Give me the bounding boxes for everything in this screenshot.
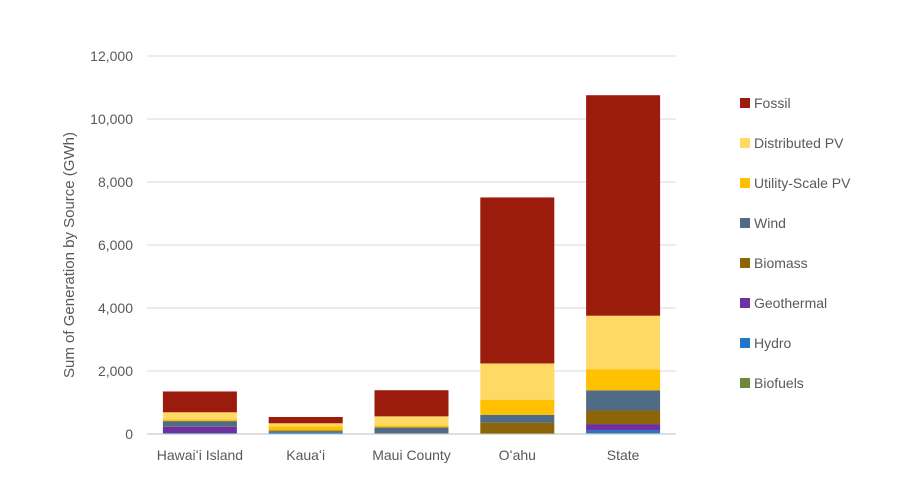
- legend-swatch-geothermal: [740, 298, 750, 308]
- legend-label-distributed-pv: Distributed PV: [754, 135, 844, 151]
- bar-segment-utility-scale-pv-hawai-i-island: [162, 419, 237, 422]
- y-tick-label: 0: [125, 426, 133, 442]
- bar-segment-utility-scale-pv-o-ahu: [480, 399, 555, 415]
- bar-segment-geothermal-state: [586, 424, 661, 431]
- bar-segment-fossil-state: [586, 95, 661, 316]
- y-tick-label: 10,000: [90, 111, 133, 127]
- bar-segment-distributed-pv-o-ahu: [480, 363, 555, 400]
- legend-swatch-wind: [740, 218, 750, 228]
- x-tick-label: Hawaiʻi Island: [157, 447, 243, 463]
- y-axis-title: Sum of Generation by Source (GWh): [61, 132, 78, 378]
- x-tick-label: Kauaʻi: [286, 447, 325, 463]
- bar-segment-utility-scale-pv-maui-county: [374, 425, 449, 428]
- bar-segment-geothermal-hawai-i-island: [162, 426, 237, 434]
- y-tick-label: 2,000: [98, 363, 133, 379]
- bar-segment-distributed-pv-state: [586, 315, 661, 370]
- legend-label-hydro: Hydro: [754, 335, 792, 351]
- legend-label-biofuels: Biofuels: [754, 375, 804, 391]
- bar-segment-hydro-state: [586, 430, 661, 434]
- x-tick-label: Maui County: [372, 447, 451, 463]
- bar-segment-fossil-kaua-i: [268, 416, 343, 424]
- bars: [162, 95, 661, 434]
- y-tick-label: 4,000: [98, 300, 133, 316]
- bar-segment-distributed-pv-maui-county: [374, 416, 449, 426]
- bar-segment-fossil-maui-county: [374, 390, 449, 417]
- legend-label-biomass: Biomass: [754, 255, 808, 271]
- legend-swatch-hydro: [740, 338, 750, 348]
- bar-segment-fossil-o-ahu: [480, 197, 555, 364]
- legend-swatch-biomass: [740, 258, 750, 268]
- legend-label-geothermal: Geothermal: [754, 295, 827, 311]
- legend-label-utility-scale-pv: Utility-Scale PV: [754, 175, 851, 191]
- legend: Fossil Distributed PV Utility-Scale PV Wind…: [740, 95, 851, 391]
- bar-segment-distributed-pv-kaua-i: [268, 423, 343, 427]
- bar-segment-distributed-pv-hawai-i-island: [162, 412, 237, 420]
- legend-swatch-utility-scale-pv: [740, 178, 750, 188]
- y-tick-label: 8,000: [98, 174, 133, 190]
- legend-swatch-distributed-pv: [740, 138, 750, 148]
- bar-segment-wind-hawai-i-island: [162, 421, 237, 427]
- legend-swatch-fossil: [740, 98, 750, 108]
- y-axis-ticks: 0 2,000 4,000 6,000 8,000 10,000 12,000: [90, 48, 133, 442]
- legend-label-fossil: Fossil: [754, 95, 791, 111]
- x-tick-label: State: [607, 447, 640, 463]
- bar-segment-utility-scale-pv-state: [586, 369, 661, 391]
- legend-swatch-biofuels: [740, 378, 750, 388]
- bar-segment-fossil-hawai-i-island: [162, 391, 237, 413]
- bar-segment-biomass-state: [586, 410, 661, 425]
- bar-segment-wind-state: [586, 390, 661, 411]
- y-tick-label: 12,000: [90, 48, 133, 64]
- bar-segment-wind-maui-county: [374, 427, 449, 434]
- bar-segment-biomass-kaua-i: [268, 431, 343, 433]
- y-tick-label: 6,000: [98, 237, 133, 253]
- bar-segment-biomass-o-ahu: [480, 422, 555, 434]
- legend-label-wind: Wind: [754, 215, 786, 231]
- x-axis-ticks: Hawaiʻi Island Kauaʻi Maui County Oʻahu Stat…: [157, 447, 640, 463]
- x-tick-label: Oʻahu: [499, 447, 536, 463]
- bar-segment-hydro-kaua-i: [268, 432, 343, 434]
- bar-segment-wind-o-ahu: [480, 414, 555, 423]
- bar-segment-wind-kaua-i: [268, 430, 343, 432]
- bar-segment-utility-scale-pv-kaua-i: [268, 426, 343, 431]
